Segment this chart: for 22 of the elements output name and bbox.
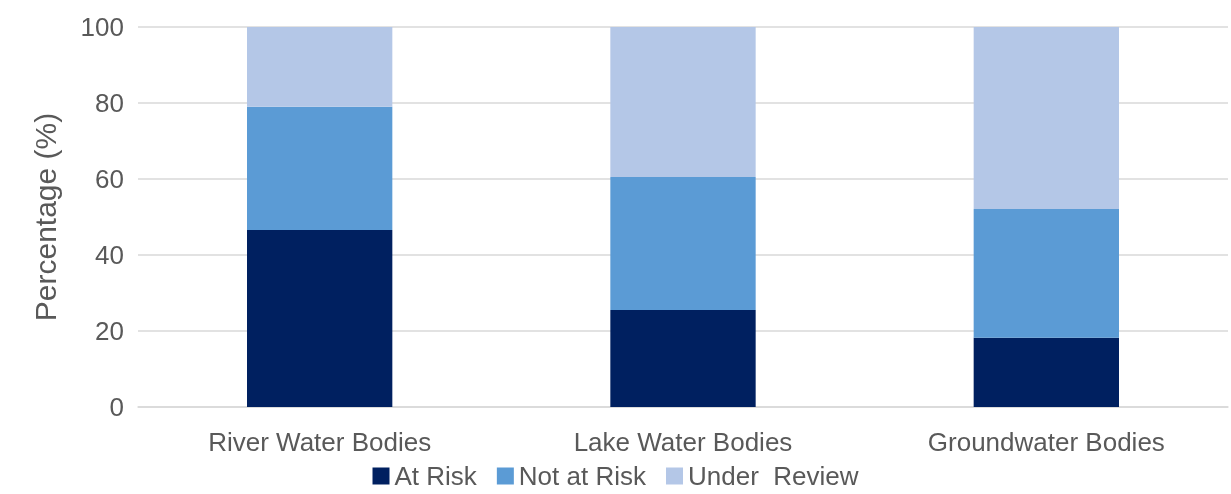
y-axis-title: Percentage (%) [28, 112, 62, 322]
y-tick-label: 100 [80, 12, 124, 42]
bar [610, 310, 756, 407]
bar [973, 337, 1119, 407]
x-tick-label: Groundwater Bodies [927, 427, 1165, 457]
bar [973, 27, 1119, 210]
bar [610, 27, 756, 178]
legend-label: Under Review [687, 461, 859, 491]
y-tick-label: 60 [95, 164, 124, 194]
legend-label: Not at Risk [518, 461, 647, 491]
y-tick-label: 20 [95, 316, 124, 346]
x-tick-label: River Water Bodies [208, 427, 432, 457]
y-tick-label: 0 [109, 392, 124, 422]
bar [247, 27, 393, 107]
bar [973, 209, 1119, 338]
bar [247, 106, 393, 230]
x-tick-label: Lake Water Bodies [573, 427, 793, 457]
y-tick-label: 80 [95, 88, 124, 118]
bar [610, 177, 756, 311]
legend-label: At Risk [394, 461, 478, 491]
y-tick-label: 40 [95, 240, 124, 270]
bar [247, 229, 393, 407]
